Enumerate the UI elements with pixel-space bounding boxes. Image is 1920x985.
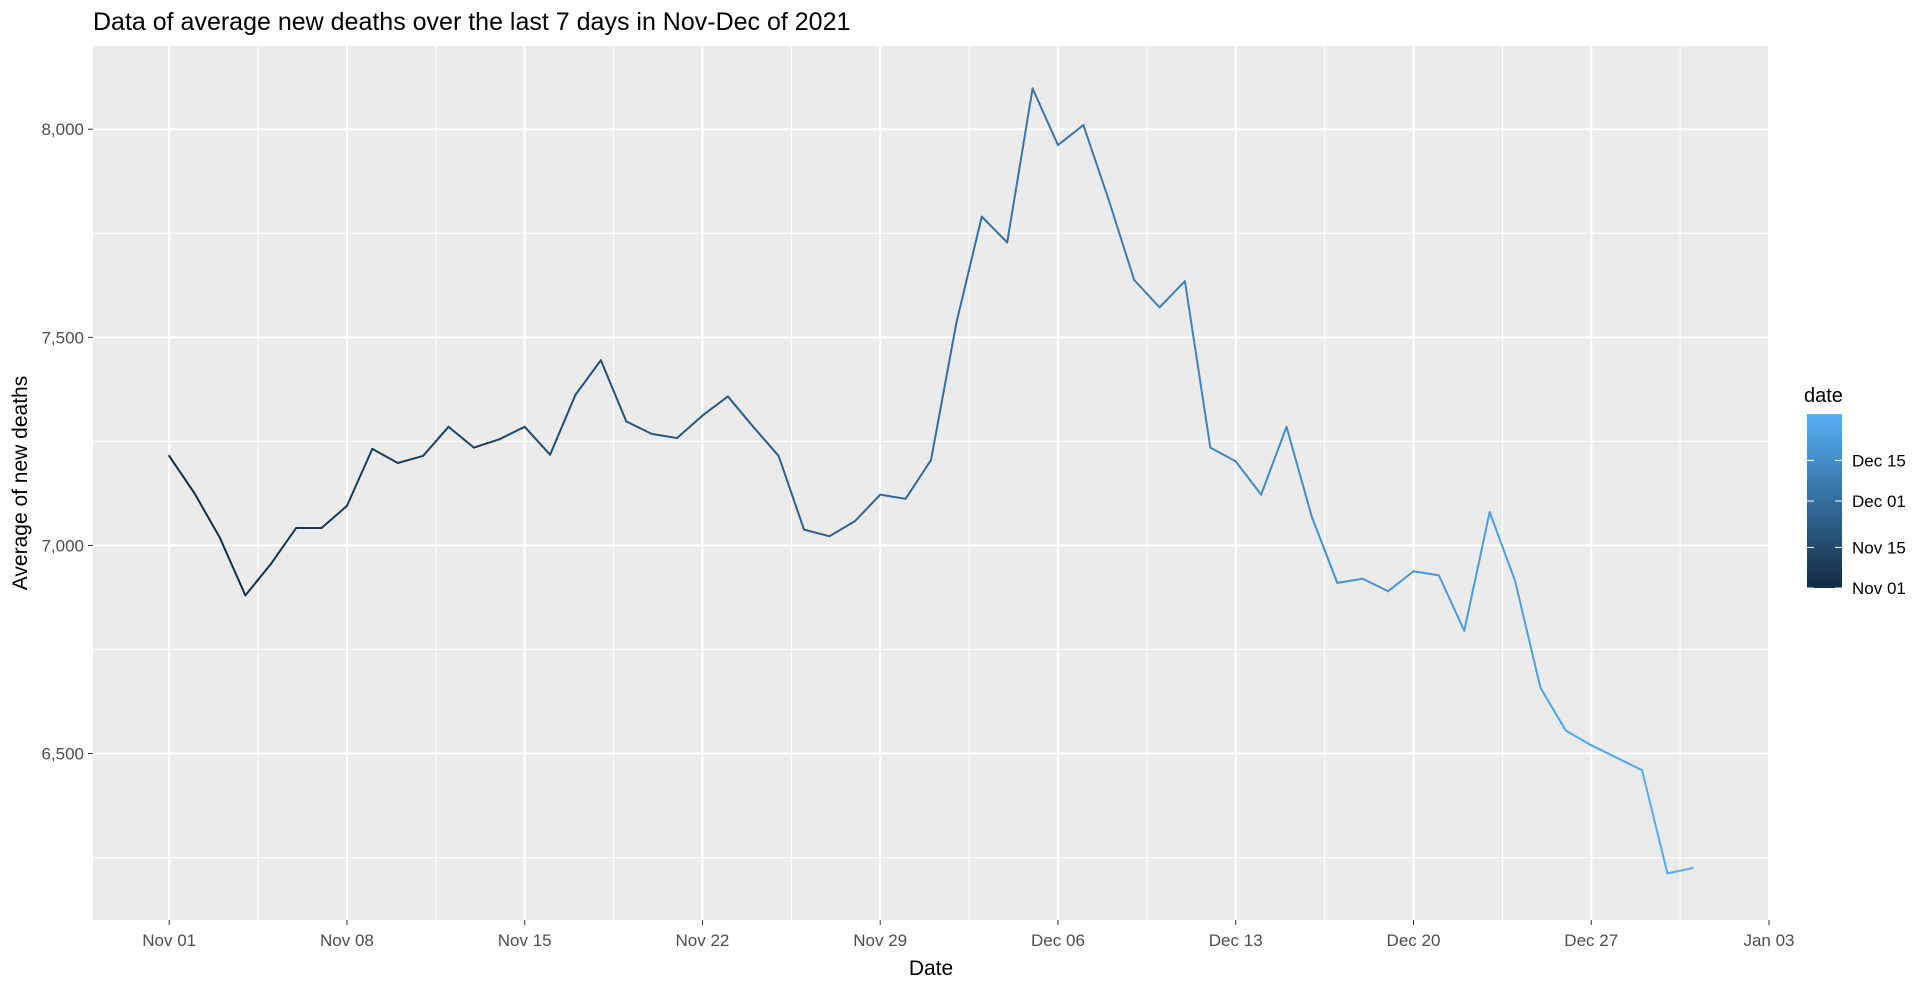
line-segment <box>726 395 755 428</box>
line-segment <box>396 454 425 465</box>
line-segment <box>193 492 221 539</box>
line-segment <box>955 215 983 324</box>
legend: date Nov 01 Nov 15 Dec 01 Dec 15 <box>1804 385 1906 598</box>
line-segment <box>320 504 348 529</box>
line-segment <box>904 459 932 500</box>
line-segment <box>853 493 882 523</box>
line-segment <box>422 425 450 457</box>
line-segment <box>828 520 856 538</box>
line-segment <box>1107 198 1136 281</box>
x-tick-label: Jan 03 <box>1743 931 1794 950</box>
line-segment <box>1412 570 1440 577</box>
line-segment <box>1666 866 1694 875</box>
x-tick-label: Dec 13 <box>1209 931 1263 950</box>
legend-tick-label: Dec 15 <box>1852 451 1906 470</box>
line-segment <box>1361 577 1390 593</box>
legend-ticks: Nov 01 Nov 15 Dec 01 Dec 15 <box>1807 451 1906 598</box>
legend-title: date <box>1804 385 1843 407</box>
line-segment <box>1336 577 1364 584</box>
line-segment <box>1260 425 1288 496</box>
y-axis-title: Average of new deaths <box>9 376 32 590</box>
legend-tick-label: Nov 01 <box>1852 579 1906 598</box>
plot-panel <box>93 46 1769 920</box>
line-segment <box>218 536 247 597</box>
line-segment <box>1158 280 1186 309</box>
line-segment <box>625 420 653 435</box>
data-line <box>168 87 1694 875</box>
line-segment <box>1514 579 1542 689</box>
legend-tick-label: Nov 15 <box>1852 538 1906 557</box>
line-segment <box>1310 516 1339 584</box>
line-segment <box>1590 744 1618 759</box>
line-segment <box>599 359 628 423</box>
line-segment <box>345 447 374 507</box>
line-segment <box>1463 511 1491 632</box>
line-segment <box>930 321 958 462</box>
line-segment <box>1234 460 1263 496</box>
line-segment <box>1615 756 1644 772</box>
y-tick-label: 7,000 <box>41 536 84 555</box>
x-tick-label: Nov 15 <box>498 931 552 950</box>
line-segment <box>1183 280 1212 449</box>
major-gridlines <box>93 46 1770 920</box>
line-segment <box>447 425 475 449</box>
line-segment <box>1082 124 1110 201</box>
line-segment <box>1006 87 1034 244</box>
line-segment <box>650 432 679 440</box>
legend-tick-label: Dec 01 <box>1852 492 1906 511</box>
x-tick-label: Nov 01 <box>142 931 196 950</box>
line-segment <box>1387 570 1415 593</box>
line-segment <box>1437 574 1466 632</box>
line-segment <box>879 493 907 500</box>
line-segment <box>676 414 704 440</box>
line-segment <box>269 526 298 566</box>
x-axis: Nov 01 Nov 08 Nov 15 Nov 22 Nov 29 Dec 06 Dec … <box>142 920 1795 950</box>
line-segment <box>1209 446 1237 463</box>
x-tick-label: Dec 06 <box>1031 931 1085 950</box>
line-segment <box>168 454 196 495</box>
line-segment <box>1539 686 1567 732</box>
chart-title: Data of average new deaths over the last… <box>93 8 850 36</box>
line-segment <box>498 425 526 441</box>
line-segment <box>980 215 1009 244</box>
x-tick-label: Nov 29 <box>853 931 907 950</box>
line-segment <box>777 454 806 531</box>
line-segment <box>1488 511 1517 582</box>
line-segment <box>1564 729 1593 747</box>
line-segment <box>371 447 399 465</box>
x-tick-label: Dec 27 <box>1564 931 1618 950</box>
y-axis: 6,500 7,000 7,500 8,000 <box>41 120 93 764</box>
x-tick-label: Nov 08 <box>320 931 374 950</box>
line-segment <box>1641 769 1669 875</box>
line-segment <box>523 425 552 456</box>
y-tick-label: 7,500 <box>41 328 84 347</box>
line-segment <box>752 425 780 457</box>
line-segment <box>1133 278 1161 309</box>
x-tick-label: Dec 20 <box>1387 931 1441 950</box>
line-segment <box>472 438 501 449</box>
line-segment <box>549 393 577 456</box>
line-segment <box>1031 87 1059 147</box>
line-segment <box>701 395 729 417</box>
line-segment <box>1285 425 1313 519</box>
line-segment <box>1056 124 1085 147</box>
minor-gridlines <box>93 46 1769 920</box>
y-tick-label: 6,500 <box>41 745 84 764</box>
line-segment <box>574 359 602 396</box>
y-tick-label: 8,000 <box>41 120 84 139</box>
x-axis-title: Date <box>909 957 953 980</box>
line-segment <box>244 563 272 597</box>
line-segment <box>803 528 831 538</box>
x-tick-label: Nov 22 <box>676 931 730 950</box>
